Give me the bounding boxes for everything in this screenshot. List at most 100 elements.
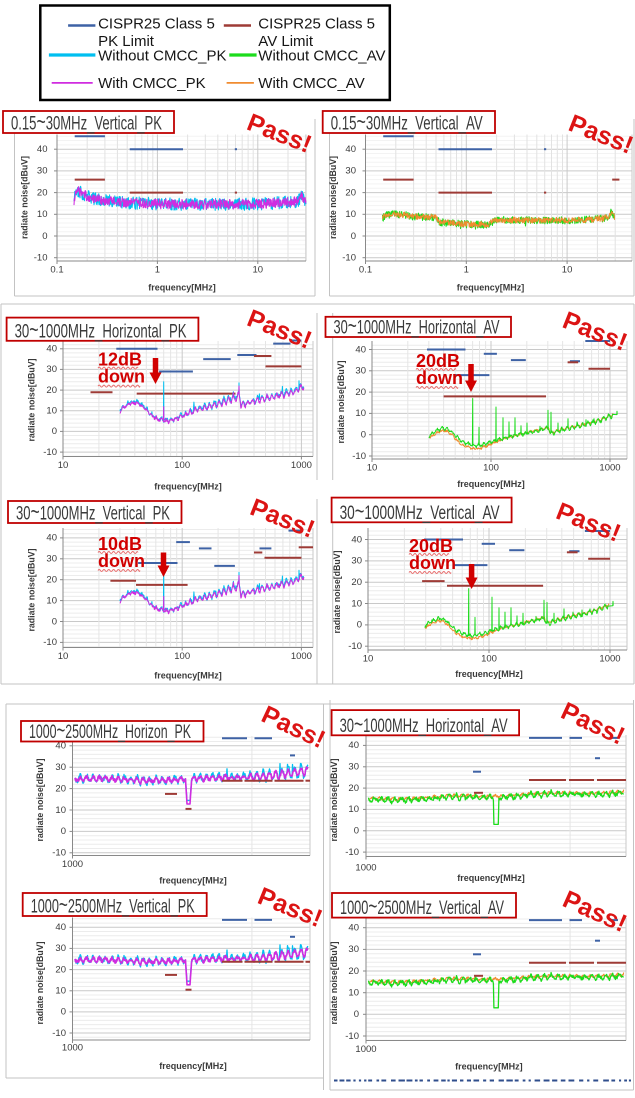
- svg-text:40: 40: [55, 922, 66, 933]
- svg-text:-10: -10: [345, 847, 359, 858]
- svg-text:30: 30: [348, 944, 359, 955]
- svg-text:20dB: 20dB: [416, 351, 460, 371]
- svg-text:radiate noise[dBuV]: radiate noise[dBuV]: [20, 156, 30, 239]
- svg-text:down: down: [98, 367, 145, 387]
- svg-text:radiate noise[dBuV]: radiate noise[dBuV]: [328, 156, 338, 239]
- svg-text:down: down: [98, 551, 145, 571]
- svg-text:0: 0: [52, 426, 57, 437]
- svg-text:10: 10: [345, 209, 356, 220]
- svg-text:down: down: [409, 553, 456, 573]
- svg-text:10: 10: [253, 265, 264, 276]
- svg-text:radiate noise[dBuV]: radiate noise[dBuV]: [332, 550, 342, 633]
- svg-text:10: 10: [46, 406, 57, 417]
- svg-text:40: 40: [345, 144, 356, 155]
- svg-text:10: 10: [355, 408, 366, 419]
- svg-text:30: 30: [351, 556, 362, 567]
- svg-text:100: 100: [483, 463, 499, 474]
- svg-text:1000: 1000: [355, 863, 376, 874]
- svg-text:30: 30: [46, 364, 57, 375]
- svg-text:0: 0: [361, 430, 366, 441]
- svg-text:30: 30: [355, 366, 366, 377]
- svg-text:10: 10: [367, 463, 378, 474]
- svg-text:Without CMCC_PK: Without CMCC_PK: [98, 47, 226, 64]
- svg-text:30: 30: [55, 762, 66, 773]
- svg-text:1000: 1000: [599, 463, 620, 474]
- svg-text:-10: -10: [348, 641, 362, 652]
- svg-text:0: 0: [354, 826, 359, 837]
- svg-text:0.15~30MHz_Vertical_PK: 0.15~30MHz_Vertical_PK: [11, 109, 162, 135]
- svg-text:Without CMCC_AV: Without CMCC_AV: [258, 47, 385, 64]
- svg-text:10: 10: [46, 595, 57, 606]
- svg-text:10: 10: [37, 209, 48, 220]
- svg-text:30~1000MHz_Horizontal_AV: 30~1000MHz_Horizontal_AV: [334, 313, 500, 339]
- svg-text:0: 0: [52, 616, 57, 627]
- svg-text:40: 40: [351, 534, 362, 545]
- svg-text:30~1000MHz_Horizontal_AV: 30~1000MHz_Horizontal_AV: [340, 711, 508, 737]
- svg-text:0: 0: [354, 1009, 359, 1020]
- svg-text:frequency[MHz]: frequency[MHz]: [154, 671, 222, 681]
- svg-text:40: 40: [348, 740, 359, 751]
- svg-text:frequency[MHz]: frequency[MHz]: [455, 1061, 523, 1071]
- svg-text:10: 10: [562, 265, 573, 276]
- svg-text:10dB: 10dB: [98, 534, 142, 554]
- svg-text:1000: 1000: [355, 1044, 376, 1055]
- svg-text:1000~2500MHz_Vertical_AV: 1000~2500MHz_Vertical_AV: [340, 893, 504, 919]
- svg-text:1000~2500MHz_Vertical_PK: 1000~2500MHz_Vertical_PK: [31, 892, 195, 918]
- svg-text:100: 100: [174, 460, 190, 471]
- svg-text:AV Limit: AV Limit: [258, 33, 314, 50]
- svg-text:40: 40: [55, 741, 66, 752]
- svg-text:10: 10: [348, 988, 359, 999]
- svg-text:0: 0: [351, 231, 356, 242]
- svg-text:frequency[MHz]: frequency[MHz]: [455, 669, 523, 679]
- svg-text:20: 20: [351, 577, 362, 588]
- svg-text:20: 20: [37, 187, 48, 198]
- svg-text:30~1000MHz_Vertical_PK: 30~1000MHz_Vertical_PK: [16, 499, 170, 525]
- svg-text:-10: -10: [342, 253, 356, 264]
- svg-text:10: 10: [58, 651, 69, 662]
- svg-text:0.1: 0.1: [50, 265, 63, 276]
- svg-text:-10: -10: [352, 451, 366, 462]
- svg-text:12dB: 12dB: [98, 350, 142, 370]
- svg-text:10: 10: [351, 598, 362, 609]
- svg-text:-10: -10: [34, 253, 48, 264]
- svg-text:-10: -10: [345, 1031, 359, 1042]
- svg-text:frequency[MHz]: frequency[MHz]: [159, 1061, 227, 1071]
- svg-text:10: 10: [363, 654, 374, 665]
- svg-text:30: 30: [46, 554, 57, 565]
- svg-text:With CMCC_AV: With CMCC_AV: [258, 75, 364, 92]
- svg-text:1000: 1000: [62, 859, 83, 870]
- svg-text:0.1: 0.1: [359, 265, 372, 276]
- svg-text:-10: -10: [52, 1028, 66, 1039]
- svg-text:-10: -10: [43, 447, 57, 458]
- svg-text:0: 0: [42, 231, 47, 242]
- svg-text:radiate noise[dBuV]: radiate noise[dBuV]: [27, 358, 37, 441]
- svg-text:10: 10: [58, 460, 69, 471]
- svg-text:CISPR25 Class 5: CISPR25 Class 5: [258, 15, 375, 32]
- svg-text:radiate noise[dBuV]: radiate noise[dBuV]: [329, 941, 339, 1024]
- svg-text:20: 20: [46, 385, 57, 396]
- svg-text:30: 30: [345, 166, 356, 177]
- svg-text:frequency[MHz]: frequency[MHz]: [154, 482, 222, 492]
- svg-text:-10: -10: [52, 848, 66, 859]
- svg-text:frequency[MHz]: frequency[MHz]: [457, 479, 525, 489]
- svg-text:10: 10: [55, 805, 66, 816]
- svg-text:1: 1: [464, 265, 469, 276]
- svg-text:20: 20: [355, 387, 366, 398]
- svg-text:40: 40: [46, 533, 57, 544]
- svg-text:20: 20: [345, 187, 356, 198]
- svg-text:radiate noise[dBuV]: radiate noise[dBuV]: [35, 941, 45, 1024]
- svg-text:40: 40: [46, 344, 57, 355]
- svg-text:frequency[MHz]: frequency[MHz]: [457, 283, 525, 293]
- svg-text:0: 0: [61, 1007, 66, 1018]
- svg-text:radiate noise[dBuV]: radiate noise[dBuV]: [35, 758, 45, 841]
- svg-text:20: 20: [46, 575, 57, 586]
- svg-text:-10: -10: [43, 637, 57, 648]
- svg-text:30~1000MHz_Horizontal_PK: 30~1000MHz_Horizontal_PK: [15, 316, 187, 342]
- svg-text:radiate noise[dBuV]: radiate noise[dBuV]: [27, 548, 37, 631]
- svg-text:1000: 1000: [62, 1043, 83, 1054]
- svg-text:0: 0: [357, 620, 362, 631]
- svg-text:20: 20: [348, 783, 359, 794]
- svg-text:10: 10: [348, 804, 359, 815]
- svg-text:frequency[MHz]: frequency[MHz]: [457, 873, 525, 883]
- svg-text:1000: 1000: [599, 654, 620, 665]
